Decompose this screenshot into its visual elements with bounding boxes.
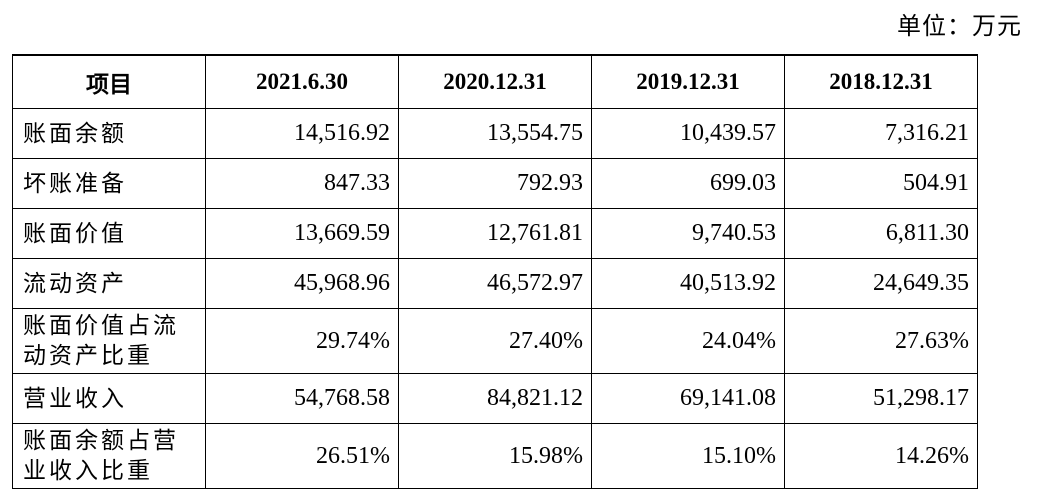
cell-value: 46,572.97 bbox=[398, 258, 592, 309]
cell-value: 26.51% bbox=[205, 423, 399, 489]
row-label: 账面价值 bbox=[12, 208, 206, 259]
header-2020-12-31: 2020.12.31 bbox=[398, 54, 592, 109]
cell-value: 84,821.12 bbox=[398, 373, 592, 424]
table-row: 坏账准备 847.33 792.93 699.03 504.91 bbox=[12, 158, 978, 209]
row-label: 坏账准备 bbox=[12, 158, 206, 209]
cell-value: 14,516.92 bbox=[205, 108, 399, 159]
table-row: 账面价值 13,669.59 12,761.81 9,740.53 6,811.… bbox=[12, 208, 978, 259]
cell-value: 699.03 bbox=[591, 158, 785, 209]
row-label: 账面余额 bbox=[12, 108, 206, 159]
cell-value: 45,968.96 bbox=[205, 258, 399, 309]
cell-value: 9,740.53 bbox=[591, 208, 785, 259]
cell-value: 792.93 bbox=[398, 158, 592, 209]
header-2018-12-31: 2018.12.31 bbox=[784, 54, 978, 109]
table-row: 账面余额占营业收入比重 26.51% 15.98% 15.10% 14.26% bbox=[12, 423, 978, 489]
header-item: 项目 bbox=[12, 54, 206, 109]
cell-value: 54,768.58 bbox=[205, 373, 399, 424]
cell-value: 69,141.08 bbox=[591, 373, 785, 424]
cell-value: 51,298.17 bbox=[784, 373, 978, 424]
header-2021-6-30: 2021.6.30 bbox=[205, 54, 399, 109]
cell-value: 13,554.75 bbox=[398, 108, 592, 159]
financial-table: 项目 2021.6.30 2020.12.31 2019.12.31 2018.… bbox=[12, 54, 978, 489]
cell-value: 504.91 bbox=[784, 158, 978, 209]
cell-value: 27.63% bbox=[784, 308, 978, 374]
cell-value: 24,649.35 bbox=[784, 258, 978, 309]
cell-value: 40,513.92 bbox=[591, 258, 785, 309]
header-2019-12-31: 2019.12.31 bbox=[591, 54, 785, 109]
row-label: 营业收入 bbox=[12, 373, 206, 424]
table-row: 营业收入 54,768.58 84,821.12 69,141.08 51,29… bbox=[12, 373, 978, 424]
table-header-row: 项目 2021.6.30 2020.12.31 2019.12.31 2018.… bbox=[12, 54, 978, 109]
cell-value: 27.40% bbox=[398, 308, 592, 374]
table-row: 流动资产 45,968.96 46,572.97 40,513.92 24,64… bbox=[12, 258, 978, 309]
cell-value: 847.33 bbox=[205, 158, 399, 209]
cell-value: 12,761.81 bbox=[398, 208, 592, 259]
cell-value: 29.74% bbox=[205, 308, 399, 374]
cell-value: 10,439.57 bbox=[591, 108, 785, 159]
cell-value: 14.26% bbox=[784, 423, 978, 489]
row-label: 流动资产 bbox=[12, 258, 206, 309]
row-label: 账面价值占流动资产比重 bbox=[12, 308, 206, 374]
cell-value: 13,669.59 bbox=[205, 208, 399, 259]
cell-value: 24.04% bbox=[591, 308, 785, 374]
cell-value: 7,316.21 bbox=[784, 108, 978, 159]
table-row: 账面价值占流动资产比重 29.74% 27.40% 24.04% 27.63% bbox=[12, 308, 978, 374]
unit-label: 单位：万元 bbox=[897, 12, 1022, 40]
cell-value: 15.10% bbox=[591, 423, 785, 489]
cell-value: 6,811.30 bbox=[784, 208, 978, 259]
table-row: 账面余额 14,516.92 13,554.75 10,439.57 7,316… bbox=[12, 108, 978, 159]
row-label: 账面余额占营业收入比重 bbox=[12, 423, 206, 489]
cell-value: 15.98% bbox=[398, 423, 592, 489]
